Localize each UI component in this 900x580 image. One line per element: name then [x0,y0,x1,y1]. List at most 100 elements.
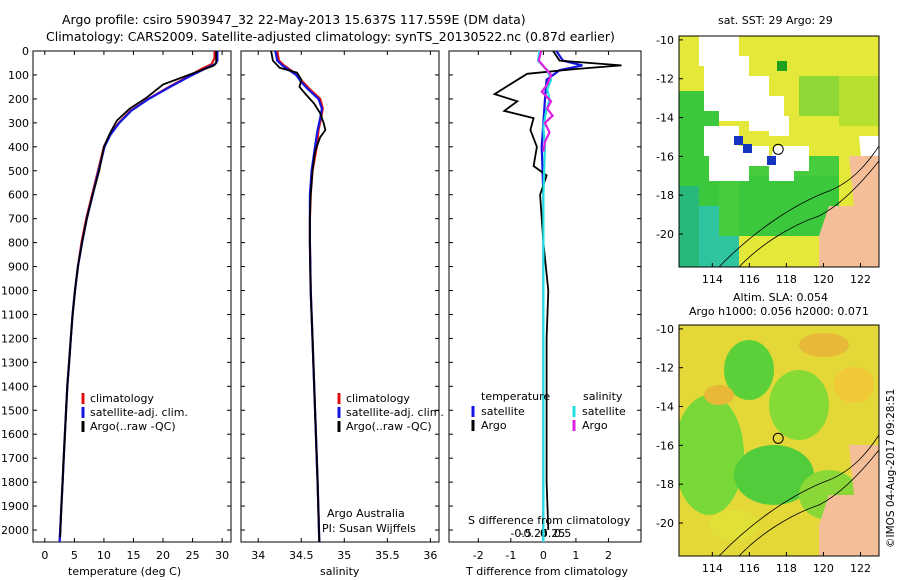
legend-label: climatology [90,392,154,405]
series-line-satellite-adj-clim- [274,50,324,543]
legend-label: climatology [346,392,410,405]
legend-title-salinity: salinity [583,390,623,403]
x-tick-label: 10 [97,549,111,562]
x-tick-label: -1 [505,549,516,562]
depth-tick-label: 100 [8,69,29,82]
temperature-xlabel: temperature (deg C) [68,565,181,578]
series-line-temperature-argo [492,50,622,531]
pi-label: PI: Susan Wijffels [322,522,416,535]
salinity-panel: 34 34.5 35 35.5 36 salinity climatologysatel… [240,50,444,578]
legend-label: Argo [481,419,507,432]
difference-depth-ticks [449,50,641,531]
depth-axis-ticks: 0 100 200 300 400 500 600 700 800 900 1000 1100 1200… [1,45,231,537]
map-x-tick-label: 114 [702,273,723,286]
sst-map-ticks: 114 116 118 120 122 -10 -12 -14 -16 -18 -20 [656,34,871,286]
sst-map-title: sat. SST: 29 Argo: 29 [718,14,833,27]
legend-label: satellite [582,405,626,418]
x-tick-label: 5 [71,549,78,562]
t-difference-label: T difference from climatology [465,565,628,578]
legend-label: satellite [481,405,525,418]
series-line-climatology [276,50,324,543]
depth-tick-label: 0 [22,45,29,58]
map-y-tick-label: -18 [656,478,674,491]
depth-tick-label: 1300 [1,356,29,369]
x2-tick-label: 0.5 [554,527,572,540]
x-tick-label: 0 [540,549,547,562]
legend-label: satellite-adj. clim. [90,406,188,419]
depth-tick-label: 1600 [1,428,29,441]
x-tick-label: 2 [605,549,612,562]
salinity-xlabel: salinity [320,565,360,578]
x-tick-label: 30 [215,549,229,562]
argo-location-marker-sst [772,143,784,155]
x-tick-label: 35 [337,549,351,562]
depth-tick-label: 1200 [1,332,29,345]
sla-map-frame [678,324,880,557]
series-line-argo-raw-qc- [59,51,218,538]
salinity-profile-lines [270,50,327,543]
x-tick-label: -2 [473,549,484,562]
map-x-tick-label: 116 [739,562,760,575]
figure-title-line2: Climatology: CARS2009. Satellite-adjuste… [46,29,615,44]
legend-title-temperature: temperature [481,390,550,403]
difference-profile-lines [492,50,622,542]
sla-map-field [679,325,879,556]
x-tick-label: 20 [156,549,170,562]
depth-tick-label: 1000 [1,285,29,298]
difference-legend: temperature salinitysatelliteArgosatellit… [471,390,626,432]
s-difference-label: S difference from climatology [468,514,631,527]
map-y-tick-label: -20 [656,228,674,241]
depth-tick-label: 1800 [1,476,29,489]
sst-map: sat. SST: 29 Argo: 29 114 116 118 120 122 -10… [656,14,880,286]
salinity-panel-frame [240,50,440,543]
x-tick-label: 15 [126,549,140,562]
sla-map-ticks: 114 116 118 120 122 -10 -12 -14 -16 -18 -20 [656,323,871,575]
x-tick-label: 34.5 [289,549,314,562]
depth-tick-label: 300 [8,117,29,130]
depth-tick-label: 2000 [1,524,29,537]
map-x-tick-label: 120 [813,273,834,286]
depth-tick-label: 400 [8,141,29,154]
depth-tick-label: 1900 [1,500,29,513]
map-x-tick-label: 118 [776,562,797,575]
map-y-tick-label: -20 [656,517,674,530]
x-tick-label: 35.5 [375,549,400,562]
depth-tick-label: 1100 [1,308,29,321]
sst-map-field [679,36,879,267]
series-line-salinity-argo [537,50,555,152]
x-tick-label: 25 [186,549,200,562]
map-x-tick-label: 122 [850,273,871,286]
argo-australia-label: Argo Australia [327,507,405,520]
difference-panel-frame [448,50,642,543]
sla-map-title: Altim. SLA: 0.054 [733,291,828,304]
depth-tick-label: 900 [8,261,29,274]
depth-tick-label: 500 [8,165,29,178]
map-x-tick-label: 120 [813,562,834,575]
map-y-tick-label: -14 [656,401,674,414]
map-x-tick-label: 114 [702,562,723,575]
series-line-satellite-adj-clim- [58,51,219,543]
map-x-tick-label: 116 [739,273,760,286]
depth-tick-label: 1400 [1,380,29,393]
map-y-tick-label: -18 [656,189,674,202]
map-y-tick-label: -10 [656,323,674,336]
depth-tick-label: 200 [8,93,29,106]
x-tick-label: 0 [41,549,48,562]
salinity-depth-ticks [241,50,439,531]
x2-tick-label: -0.25 [520,527,548,540]
map-y-tick-label: -14 [656,112,674,125]
x-tick-label: 34 [251,549,265,562]
figure-title-line1: Argo profile: csiro 5903947_32 22-May-20… [62,12,526,27]
map-y-tick-label: -10 [656,34,674,47]
salinity-axis-ticks: 34 34.5 35 35.5 36 [251,51,437,562]
depth-tick-label: 700 [8,213,29,226]
map-y-tick-label: -12 [656,362,674,375]
legend-label: Argo(..raw -QC) [90,420,176,433]
depth-tick-label: 1700 [1,452,29,465]
temperature-panel: 0100200300400500600700800900100011001200… [1,45,232,578]
sla-map: Altim. SLA: 0.054 Argo h1000: 0.056 h200… [656,291,880,575]
